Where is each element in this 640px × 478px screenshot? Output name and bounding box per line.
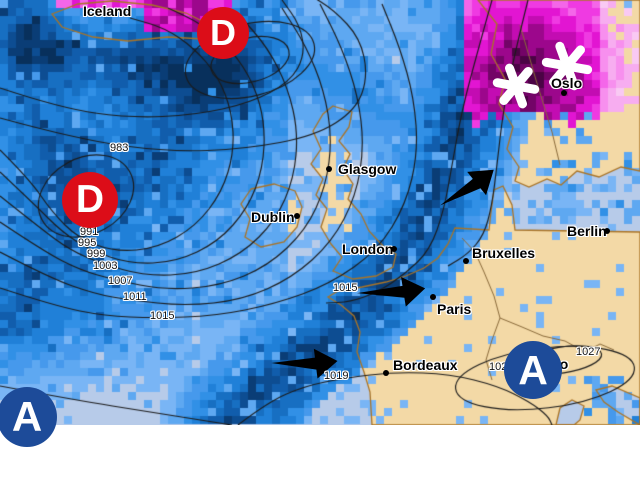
legend-bar: 1.2022, 09..12 UTC Sa 00 +36h Modell: GF… xyxy=(0,425,640,478)
precipitation-pressure-map-canvas xyxy=(0,0,640,425)
map-area xyxy=(0,0,640,425)
